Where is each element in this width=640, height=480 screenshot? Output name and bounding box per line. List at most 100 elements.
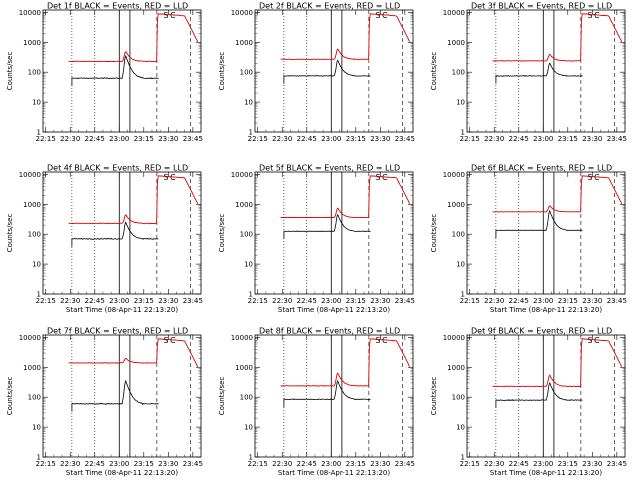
annotation-s: S (163, 336, 168, 345)
y-tick-label: 10000 (443, 171, 465, 179)
events-series-line (495, 62, 583, 84)
x-tick-label: 23:45 (395, 460, 415, 468)
y-tick-label: 10000 (231, 334, 253, 342)
x-tick-label: 23:30 (158, 297, 178, 305)
events-series-line (71, 379, 159, 412)
x-axis-label: Start Time (08-Apr-11 22:13:20) (278, 469, 390, 477)
x-tick-label: 22:15 (460, 135, 480, 143)
y-tick-label: 1000 (23, 364, 41, 372)
y-tick-label: 10 (32, 99, 41, 107)
y-tick-label: 10000 (19, 334, 41, 342)
x-tick-label: 23:45 (607, 297, 627, 305)
x-tick-label: 22:45 (509, 135, 529, 143)
chart-panel-9: Det 9f BLACK = Events, RED = LLD 1 10 100 10… (430, 327, 627, 478)
y-tick-label: 10 (32, 261, 41, 269)
x-tick-label: 23:15 (558, 135, 578, 143)
annotation-s: S (375, 11, 380, 20)
y-tick-label: 10 (244, 99, 253, 107)
y-tick-label: 10000 (231, 9, 253, 17)
y-tick-label: 1000 (235, 39, 253, 47)
x-tick-label: 22:45 (85, 135, 105, 143)
annotation-c: C (594, 336, 600, 345)
y-tick-label: 100 (240, 69, 253, 77)
chart-title: Det 2f BLACK = Events, RED = LLD (259, 2, 400, 11)
lld-series-line (280, 13, 411, 60)
lld-series-line (492, 13, 623, 62)
plot-frame (254, 9, 414, 133)
chart-title: Det 7f BLACK = Events, RED = LLD (47, 327, 188, 336)
annotation-c: C (382, 336, 388, 345)
annotation-s: S (375, 336, 380, 345)
x-tick-label: 22:45 (297, 135, 317, 143)
y-tick-label: 1 (37, 454, 41, 462)
annotation-s: S (375, 173, 380, 182)
y-tick-label: 10 (244, 261, 253, 269)
y-tick-label: 100 (452, 231, 465, 239)
x-tick-label: 23:00 (533, 460, 553, 468)
x-tick-label: 22:30 (484, 460, 504, 468)
x-tick-label: 23:45 (183, 297, 203, 305)
x-tick-label: 23:30 (582, 460, 602, 468)
x-tick-label: 23:45 (183, 460, 203, 468)
y-tick-label: 1 (461, 291, 465, 299)
y-tick-label: 100 (240, 231, 253, 239)
plot-frame (254, 171, 414, 295)
x-tick-label: 22:45 (509, 297, 529, 305)
annotation-s: S (163, 11, 168, 20)
x-tick-label: 22:15 (460, 297, 480, 305)
annotation-c: C (170, 173, 176, 182)
y-tick-label: 1 (461, 129, 465, 137)
y-tick-label: 10 (456, 261, 465, 269)
y-tick-label: 10 (32, 424, 41, 432)
events-series-line (283, 380, 371, 408)
y-tick-label: 1000 (447, 364, 465, 372)
chart-title: Det 8f BLACK = Events, RED = LLD (259, 327, 400, 336)
annotation-c: C (170, 11, 176, 20)
y-tick-label: 1 (249, 291, 253, 299)
events-series-line (71, 221, 159, 247)
x-tick-label: 23:15 (134, 460, 154, 468)
y-tick-label: 10 (244, 424, 253, 432)
x-tick-label: 22:30 (60, 297, 80, 305)
chart-panel-6: Det 6f BLACK = Events, RED = LLD 1 10 100 10… (430, 164, 627, 315)
y-axis-label: Counts/sec (430, 214, 438, 253)
chart-panel-1: Det 1f BLACK = Events, RED = LLD 1 10 100 10… (6, 2, 203, 144)
events-series-line (71, 54, 159, 86)
y-axis-label: Counts/sec (218, 214, 226, 253)
x-tick-label: 22:45 (85, 460, 105, 468)
y-tick-label: 1 (461, 454, 465, 462)
x-tick-label: 23:30 (582, 135, 602, 143)
events-series-line (283, 213, 371, 240)
x-axis-label: Start Time (08-Apr-11 22:13:20) (278, 306, 390, 314)
plot-frame (466, 9, 626, 133)
y-tick-label: 10 (456, 424, 465, 432)
y-tick-label: 1000 (235, 201, 253, 209)
x-tick-label: 23:00 (109, 135, 129, 143)
y-axis-label: Counts/sec (218, 52, 226, 91)
x-tick-label: 22:45 (85, 297, 105, 305)
chart-title: Det 9f BLACK = Events, RED = LLD (471, 327, 612, 336)
y-tick-label: 10000 (19, 9, 41, 17)
x-tick-label: 22:15 (248, 297, 268, 305)
x-tick-label: 23:15 (346, 460, 366, 468)
lld-series-line (280, 338, 411, 387)
annotation-c: C (170, 336, 176, 345)
x-axis-label: Start Time (08-Apr-11 22:13:20) (66, 306, 178, 314)
x-tick-label: 23:30 (158, 460, 178, 468)
y-tick-label: 100 (28, 231, 41, 239)
x-tick-label: 23:45 (395, 297, 415, 305)
x-tick-label: 22:45 (297, 460, 317, 468)
x-tick-label: 23:00 (321, 135, 341, 143)
y-tick-label: 100 (452, 69, 465, 77)
lld-series-line (280, 175, 411, 219)
lld-series-line (68, 13, 199, 63)
y-tick-label: 10 (456, 99, 465, 107)
y-tick-label: 1 (37, 129, 41, 137)
lld-series-line (68, 175, 199, 225)
x-tick-label: 23:15 (346, 135, 366, 143)
lld-series-line (68, 338, 199, 368)
y-tick-label: 10000 (443, 334, 465, 342)
x-axis-label: Start Time (08-Apr-11 22:13:20) (490, 306, 602, 314)
x-tick-label: 23:45 (183, 135, 203, 143)
